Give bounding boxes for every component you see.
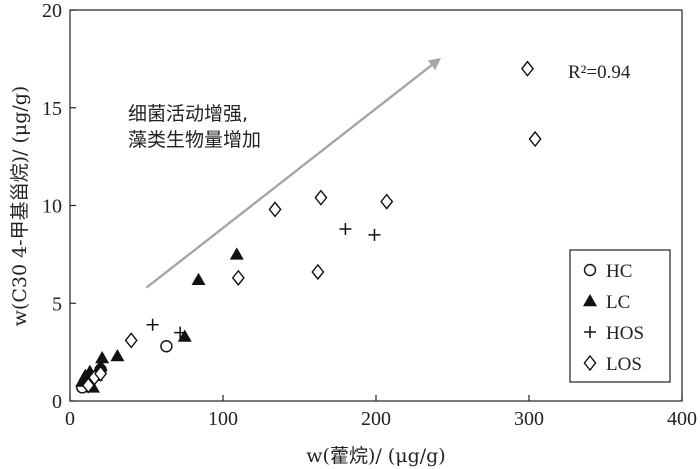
legend-marker-los <box>583 354 597 372</box>
legend-marker-lc <box>583 294 597 307</box>
legend-label-los: LOS <box>606 354 642 375</box>
data-point-los <box>94 365 108 382</box>
data-point-los <box>231 269 245 286</box>
x-axis-ticks: 0 100 200 300 400 <box>65 395 697 430</box>
data-point-lc <box>93 358 108 372</box>
legend: HC LC HOS LOS <box>569 249 671 383</box>
data-point-los <box>268 201 282 218</box>
data-points <box>75 60 542 394</box>
y-tick-label: 20 <box>42 0 62 22</box>
legend-label-hos: HOS <box>606 323 644 344</box>
trend-arrow <box>145 57 441 289</box>
y-axis-ticks: 0 5 10 15 20 <box>42 0 76 413</box>
r-squared-label: R²=0.94 <box>568 62 631 83</box>
annotation-line-1: 细菌活动增强, <box>128 103 248 125</box>
y-tick-label: 0 <box>52 391 62 413</box>
data-point-lc <box>177 329 192 342</box>
legend-marker-hos <box>584 326 596 338</box>
data-point-los <box>380 193 394 210</box>
annotation-line-2: 藻类生物量增加 <box>128 129 261 151</box>
x-tick-label: 200 <box>361 408 391 430</box>
data-point-lc <box>229 247 244 260</box>
data-point-los <box>81 377 95 394</box>
x-axis-title: w(藿烷)/ (μg/g) <box>306 445 445 467</box>
data-point-los <box>124 332 138 349</box>
data-point-hos <box>174 326 187 339</box>
data-point-los <box>311 263 325 281</box>
data-point-lc <box>95 350 110 364</box>
y-axis-title: w(C30 4-甲基甾烷)/ (μg/g) <box>9 86 31 327</box>
x-tick-label: 300 <box>514 408 544 430</box>
data-point-los <box>520 60 534 77</box>
data-point-los <box>528 130 542 148</box>
data-point-lc <box>191 272 206 286</box>
legend-marker-hc <box>583 263 597 277</box>
data-point-hos <box>368 228 381 241</box>
y-tick-label: 5 <box>52 293 62 315</box>
y-tick-label: 15 <box>42 98 62 120</box>
y-tick-label: 10 <box>42 196 62 218</box>
data-point-lc <box>110 349 125 362</box>
x-tick-label: 100 <box>208 408 238 430</box>
x-tick-label: 0 <box>65 408 75 430</box>
data-point-hos <box>146 318 159 331</box>
data-point-hos <box>339 222 352 235</box>
data-point-hc <box>160 340 173 353</box>
legend-label-lc: LC <box>606 292 630 313</box>
x-tick-label: 400 <box>667 408 697 430</box>
data-point-los <box>314 189 328 206</box>
legend-label-hc: HC <box>606 261 632 282</box>
